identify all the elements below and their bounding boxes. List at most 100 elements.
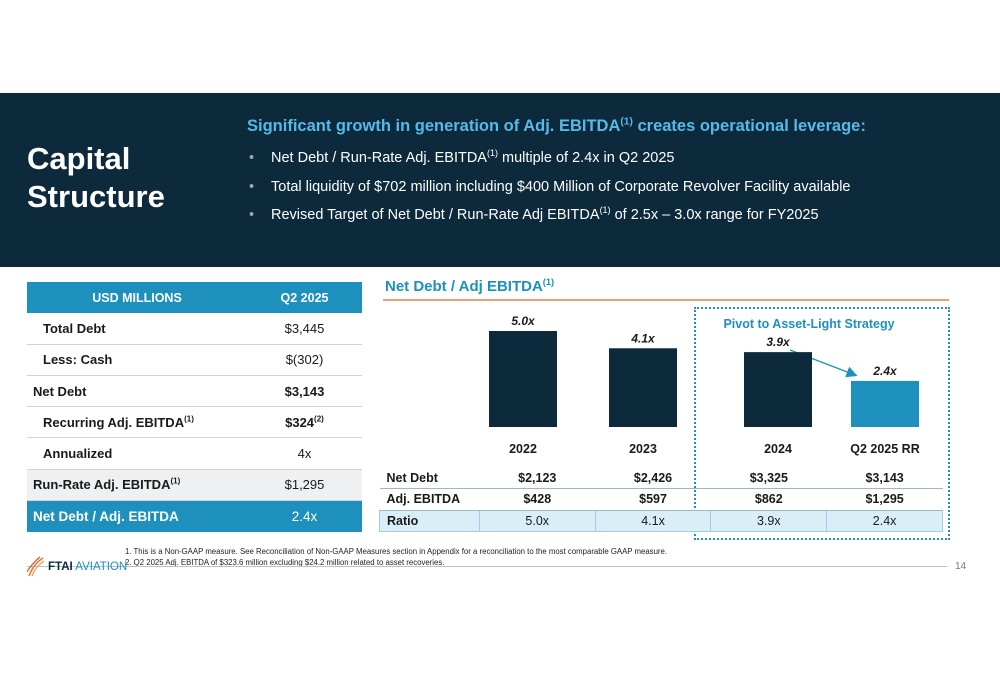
pivot-label: Pivot to Asset-Light Strategy — [723, 317, 895, 331]
table-row: Ratio 5.0x 4.1x 3.9x 2.4x — [379, 509, 943, 532]
page-number: 14 — [955, 561, 967, 572]
table-cell: $1,295 — [826, 488, 943, 511]
table-cell: $597 — [595, 488, 711, 511]
bullet-text: Total liquidity of $702 million includin… — [271, 178, 851, 195]
row-label: Net Debt — [27, 375, 247, 408]
page-title-line1: Capital — [27, 141, 131, 176]
bar-group: 5.0x 2022 4.1x 2023 3.9x 2024 2.4x Q2 2025 RR — [489, 314, 920, 456]
table-cell: $428 — [479, 488, 596, 511]
row-label: Ratio — [379, 509, 480, 532]
bullet-dot-icon: • — [249, 178, 255, 195]
bullet-list: • Net Debt / Run-Rate Adj. EBITDA(1) mult… — [249, 148, 851, 236]
headline-text-end: creates operational leverage: — [632, 117, 866, 135]
row-label: Recurring Adj. EBITDA(1) — [27, 406, 247, 439]
footer-rule — [27, 566, 947, 567]
category-label: 2022 — [509, 442, 537, 456]
row-label: Net Debt — [379, 467, 480, 489]
row-label: Less: Cash — [27, 344, 247, 377]
bullet-footnote-ref: (1) — [599, 205, 611, 216]
headline: Significant growth in generation of Adj.… — [247, 117, 866, 136]
bullet-footnote-ref: (1) — [486, 148, 498, 159]
bullet-text: Revised Target of Net Debt / Run-Rate Ad… — [271, 207, 600, 223]
footnote-ref: (1) — [542, 277, 555, 287]
table-row: Total Debt $3,445 — [27, 313, 362, 345]
category-label: 2023 — [629, 442, 657, 456]
footnote: 2. Q2 2025 Adj. EBITDA of $323.6 million… — [125, 557, 445, 567]
footnotes: 1. This is a Non-GAAP measure. See Recon… — [125, 547, 667, 568]
table-cell: 5.0x — [478, 509, 596, 532]
table-row: Net Debt $2,123 $2,426 $3,325 $3,143 — [379, 467, 943, 489]
table-header-row: USD MILLIONS Q2 2025 — [27, 282, 362, 314]
bar-q2-2025-rr — [851, 380, 919, 427]
footnote: 1. This is a Non-GAAP measure. See Recon… — [125, 547, 668, 556]
row-value-text: 4x — [297, 446, 312, 462]
row-value-text: $3,445 — [284, 321, 325, 337]
row-value: $(302) — [247, 344, 362, 377]
company-logo: FTAI AVIATION — [27, 556, 127, 578]
row-label-text: Run-Rate Adj. EBITDA — [33, 477, 171, 493]
capital-structure-table: USD MILLIONS Q2 2025 Total Debt $3,445 L… — [27, 282, 362, 532]
bar-2024 — [744, 352, 812, 427]
bullet-item: • Revised Target of Net Debt / Run-Rate A… — [249, 205, 851, 236]
page-title: Capital Structure — [27, 140, 227, 216]
row-value: $324(2) — [247, 406, 362, 439]
category-label: 2024 — [764, 442, 792, 456]
bullet-item: • Net Debt / Run-Rate Adj. EBITDA(1) mult… — [249, 148, 851, 179]
bullet-dot-icon: • — [249, 207, 255, 223]
table-cell: 2.4x — [826, 509, 943, 532]
logo-text: FTAI AVIATION — [48, 561, 127, 573]
header-banner: Capital Structure Significant growth in … — [0, 93, 1000, 267]
logo-text-bold: FTAI — [48, 561, 73, 573]
row-value-text: $(302) — [285, 352, 324, 368]
leverage-bar-chart: 5.0x 2022 4.1x 2023 3.9x 2024 2.4x Q2 2025 RR — [489, 314, 920, 456]
bullet-text-end: multiple of 2.4x in Q2 2025 — [497, 150, 675, 166]
row-label-text: Annualized — [43, 446, 113, 462]
table-cell: $3,325 — [710, 467, 827, 489]
footnote-ref: (2) — [314, 414, 324, 424]
row-value: $3,445 — [247, 313, 362, 345]
table-cell: 3.9x — [710, 509, 828, 532]
row-value-text: $324 — [285, 414, 315, 430]
row-label: Total Debt — [27, 313, 247, 345]
table-cell: $3,143 — [826, 467, 943, 489]
row-value: $3,143 — [247, 375, 362, 408]
leverage-data-table: Net Debt $2,123 $2,426 $3,325 $3,143 Adj… — [379, 467, 943, 532]
table-cell: $2,123 — [479, 467, 596, 489]
table-row: Annualized 4x — [27, 437, 362, 470]
table-cell: $2,426 — [595, 467, 711, 489]
logo-text-light: AVIATION — [75, 561, 128, 573]
headline-footnote-ref: (1) — [620, 116, 633, 128]
bullet-text: Net Debt / Run-Rate Adj. EBITDA — [271, 150, 487, 166]
row-label: Net Debt / Adj. EBITDA — [27, 500, 247, 532]
table-row: Net Debt $3,143 — [27, 375, 362, 408]
table-footer-row: Net Debt / Adj. EBITDA 2.4x — [27, 500, 362, 532]
table-row: Less: Cash $(302) — [27, 344, 362, 377]
row-value: $1,295 — [247, 469, 362, 501]
chart-title-rule — [383, 299, 949, 301]
table-row: Recurring Adj. EBITDA(1) $324(2) — [27, 406, 362, 439]
bullet-item: • Total liquidity of $702 million includi… — [249, 179, 851, 208]
chart-title-text: Net Debt / Adj EBITDA — [385, 278, 543, 295]
pivot-highlight-box — [694, 307, 950, 540]
bar-2022 — [489, 331, 557, 427]
row-label: Annualized — [27, 437, 247, 470]
row-value: 4x — [247, 437, 362, 470]
column-header: Q2 2025 — [247, 282, 362, 314]
footnote-ref: (1) — [184, 414, 194, 424]
row-label: Run-Rate Adj. EBITDA(1) — [27, 469, 247, 501]
bar-value-label: 3.9x — [766, 335, 791, 349]
bullet-text-end: of 2.5x – 3.0x range for FY2025 — [610, 207, 819, 223]
page-title-line2: Structure — [27, 179, 165, 214]
bar-2023 — [609, 348, 677, 427]
row-label-text: Recurring Adj. EBITDA — [43, 414, 185, 430]
table-row: Adj. EBITDA $428 $597 $862 $1,295 — [379, 488, 943, 511]
headline-text: Significant growth in generation of Adj.… — [247, 117, 621, 135]
row-label: Adj. EBITDA — [379, 488, 480, 511]
bar-value-label: 4.1x — [630, 331, 656, 345]
category-label: Q2 2025 RR — [850, 442, 919, 456]
row-value: 2.4x — [247, 500, 362, 532]
row-label-text: Net Debt — [33, 383, 87, 399]
logo-mark-icon — [27, 556, 45, 577]
bar-value-label: 5.0x — [511, 314, 536, 328]
table-row: Run-Rate Adj. EBITDA(1) $1,295 — [27, 469, 362, 501]
